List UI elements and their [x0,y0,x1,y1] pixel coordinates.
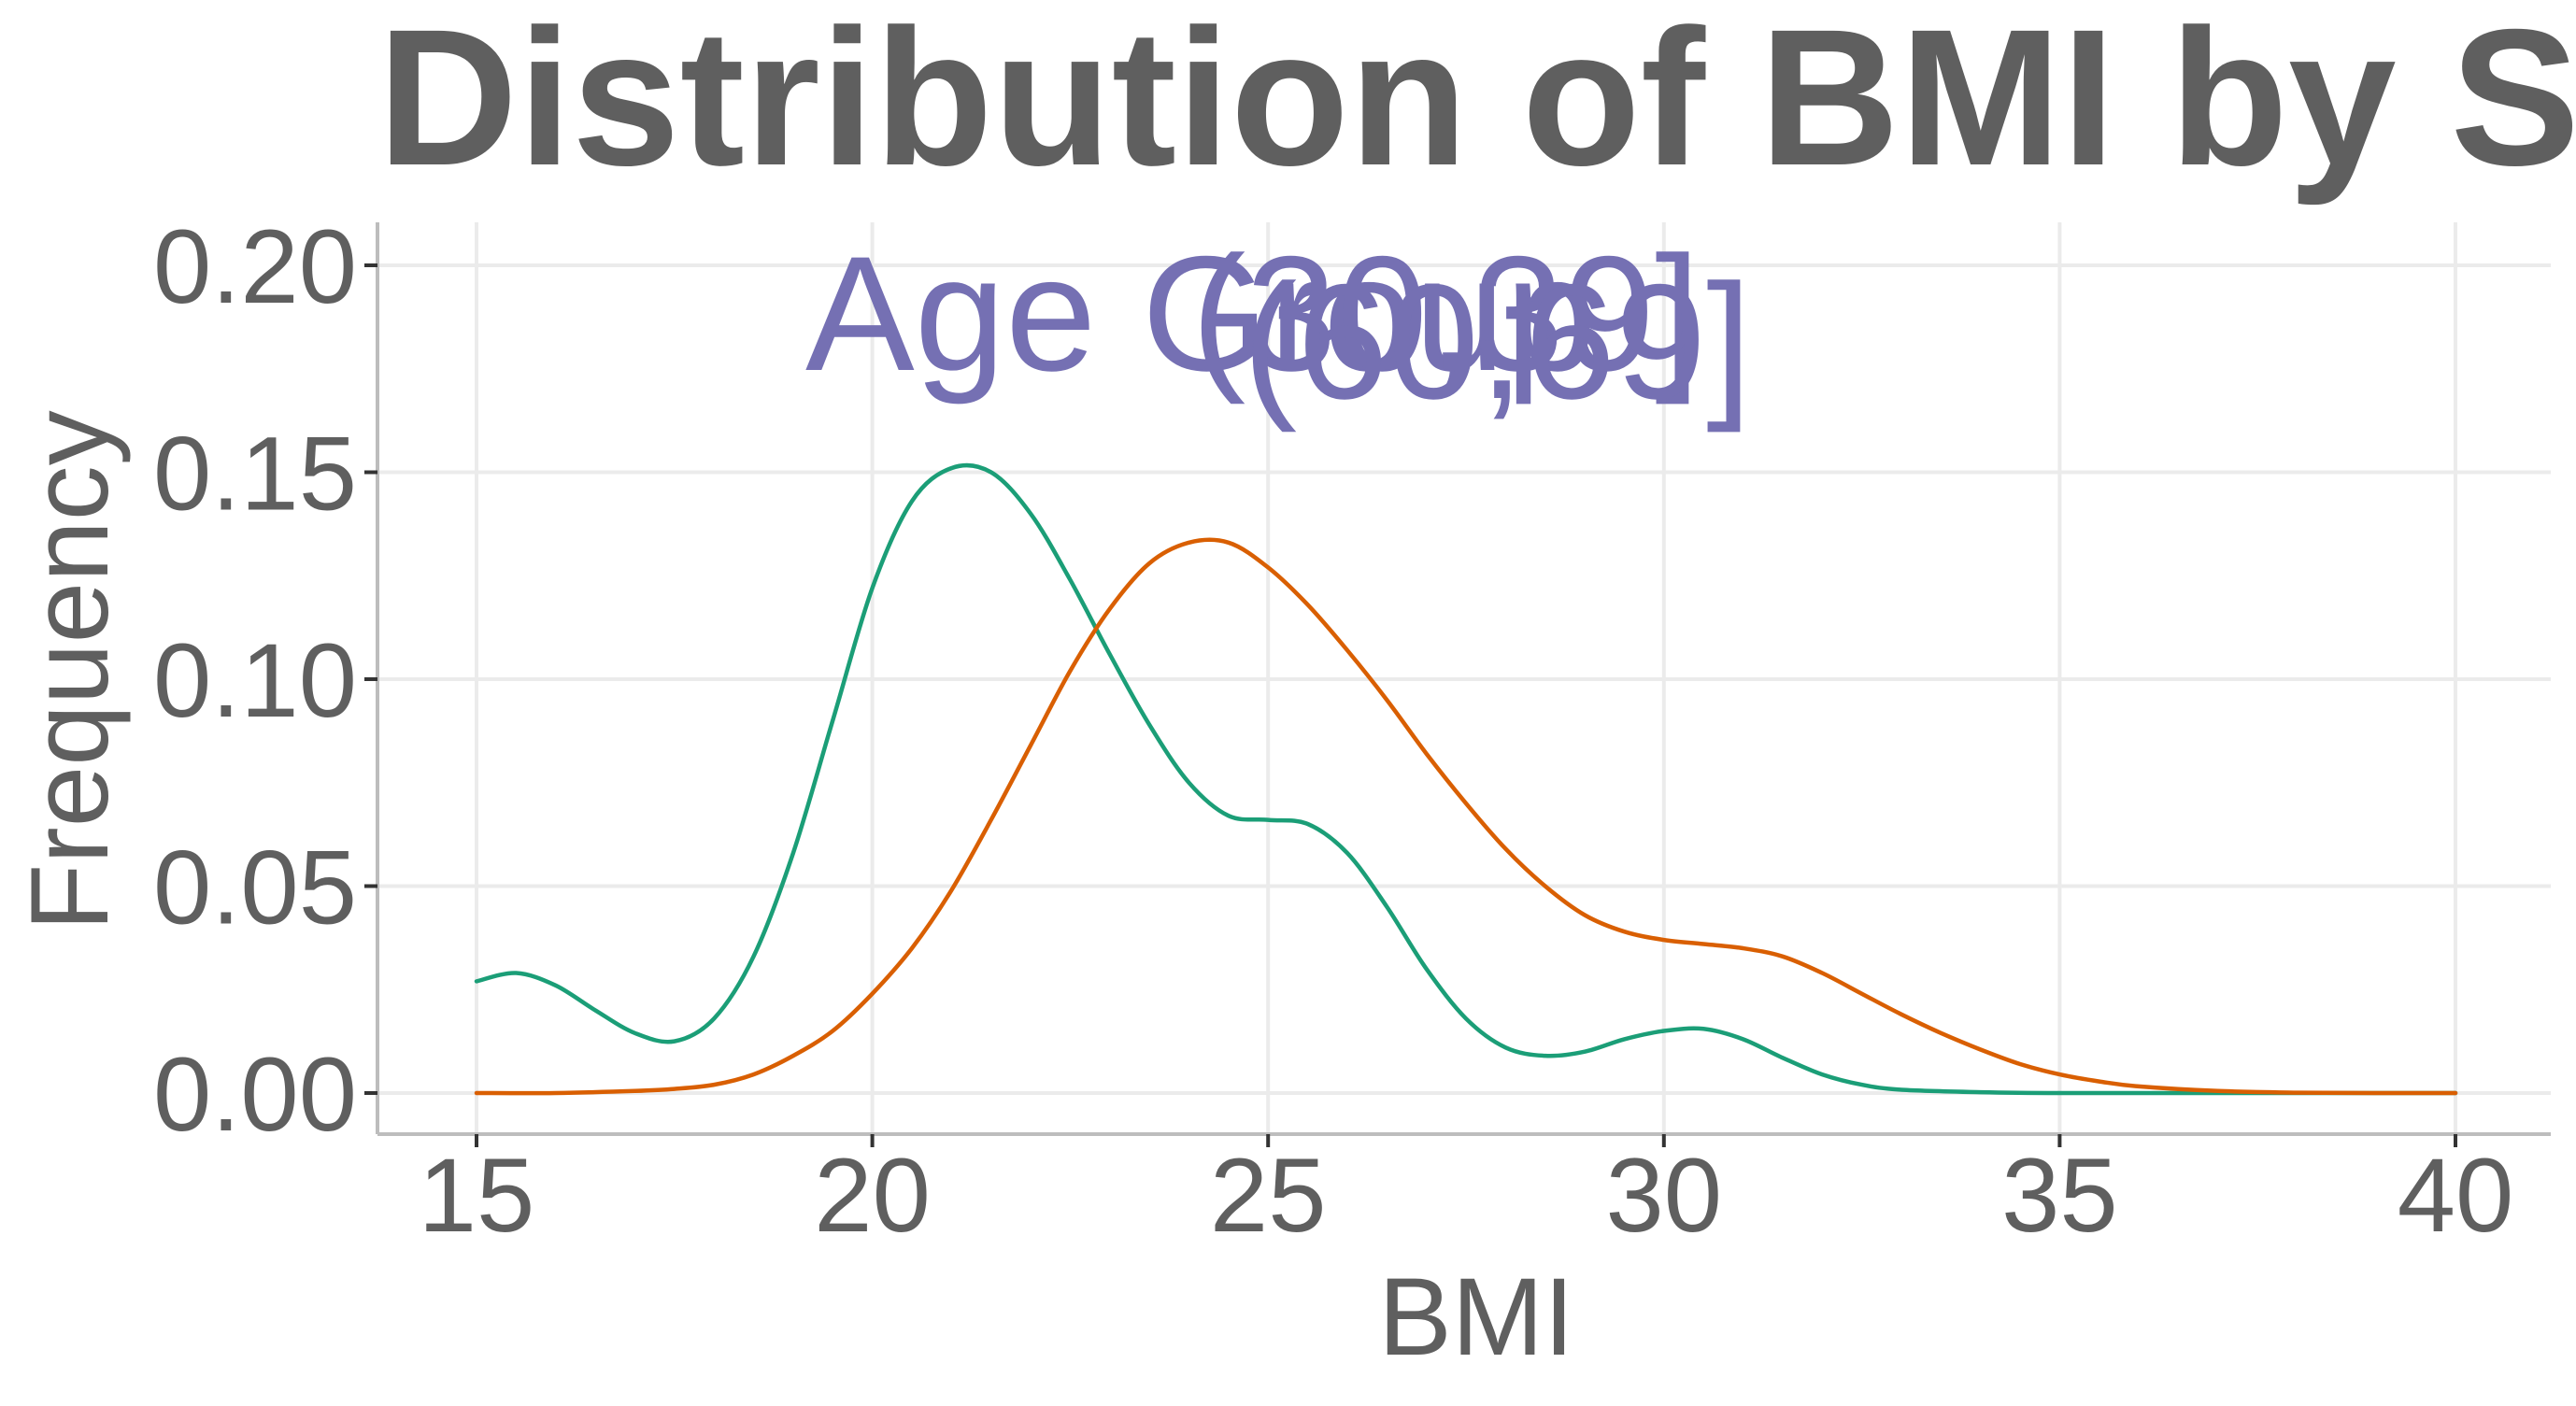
axes: 15 20 25 30 35 40 0.00 0.05 0.10 0.15 0.20 [153,208,2551,1254]
chart-title: Distribution of BMI by S [377,0,2576,206]
y-tick-label: 0.00 [153,1036,357,1153]
legend-title: Age Group [805,223,1596,405]
y-axis-title: Frequency [8,410,132,931]
series-lines [474,462,2458,1096]
y-tick-label: 0.05 [153,830,357,946]
x-tick-label: 40 [2398,1137,2514,1254]
x-tick-label: 35 [2001,1137,2118,1254]
labels: Distribution of BMI by S Age Group (30,3… [8,0,2576,1379]
x-tick-label: 25 [1210,1137,1327,1254]
density-series-line-2 [474,537,2458,1096]
density-series-line-1 [474,462,2458,1096]
x-tick-label: 20 [814,1137,931,1254]
x-tick-label: 15 [419,1137,535,1254]
y-tick-label: 0.20 [153,208,357,325]
grid-lines [377,222,2551,1134]
x-tick-label: 30 [1606,1137,1723,1254]
legend-item-label: (30,39] [1191,223,1701,405]
x-axis-title: BMI [1378,1256,1574,1379]
y-tick-label: 0.15 [153,416,357,533]
legend-item-label: (60,69] [1243,251,1752,433]
y-tick-label: 0.10 [153,622,357,739]
